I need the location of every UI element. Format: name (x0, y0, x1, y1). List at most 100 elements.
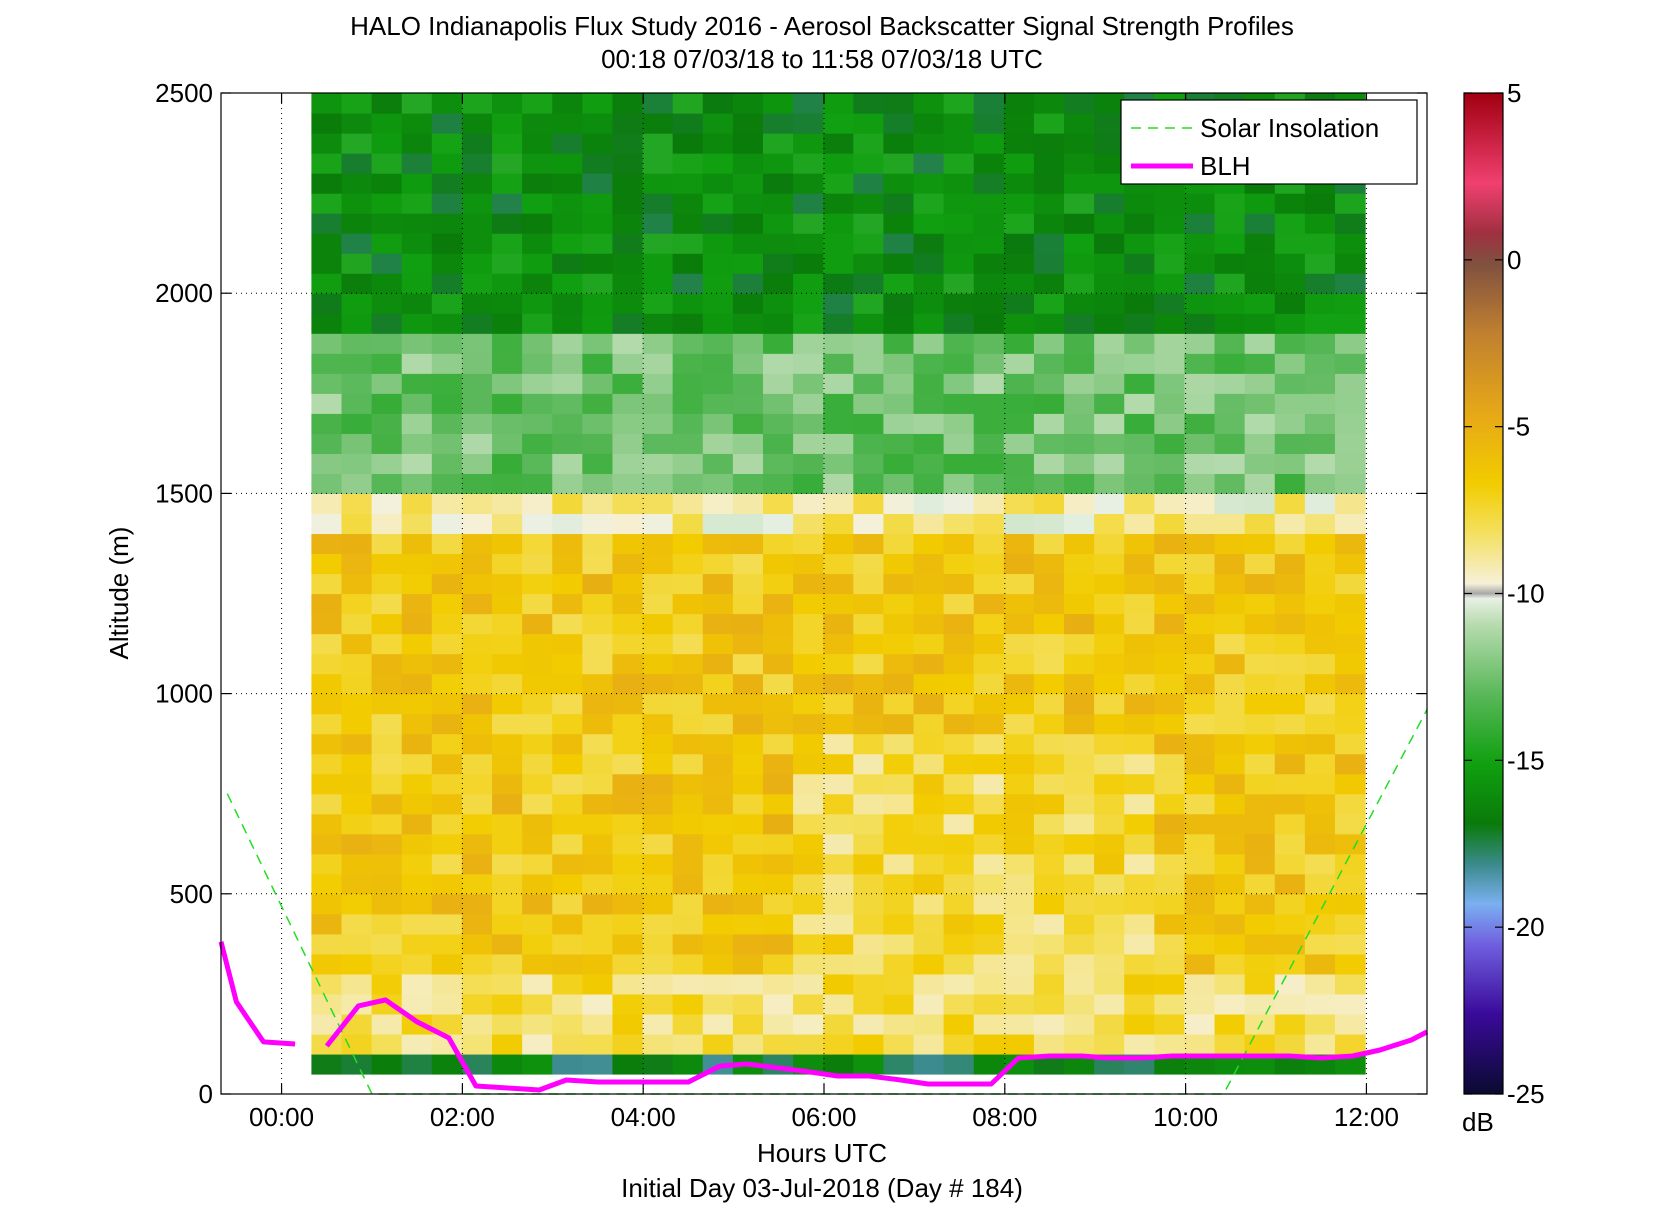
heatmap-cell (943, 1033, 975, 1055)
heatmap-cell (823, 393, 854, 414)
heatmap-cell (401, 973, 433, 995)
heatmap-cell (943, 653, 975, 675)
heatmap-cell (943, 393, 975, 414)
heatmap-cell (823, 553, 854, 575)
heatmap-cell (1214, 553, 1246, 575)
heatmap-cell (492, 673, 523, 695)
heatmap-cell (522, 933, 553, 955)
heatmap-cell (1274, 893, 1306, 915)
heatmap-cell (913, 133, 945, 154)
heatmap-cell (1064, 93, 1095, 114)
heatmap-cell (1214, 193, 1246, 214)
heatmap-cell (431, 493, 463, 515)
heatmap-cell (943, 793, 975, 815)
heatmap-cell (853, 433, 884, 454)
heatmap-cell (913, 693, 945, 715)
heatmap-cell (1124, 453, 1155, 474)
heatmap-cell (732, 693, 764, 715)
heatmap-cell (341, 193, 373, 214)
heatmap-cell (1003, 253, 1035, 274)
heatmap-cell (1244, 493, 1276, 515)
heatmap-cell (431, 933, 463, 955)
heatmap-cell (492, 473, 523, 494)
solar-insolation-line (226, 709, 1428, 1095)
heatmap-cell (552, 93, 583, 114)
heatmap-cell (823, 793, 854, 815)
heatmap-cell (672, 173, 704, 194)
heatmap-cell (522, 793, 553, 815)
heatmap-cell (1003, 653, 1035, 675)
heatmap-cell (1094, 873, 1125, 895)
heatmap-cell (1003, 153, 1035, 174)
heatmap-cell (1184, 813, 1216, 835)
heatmap-cell (762, 773, 794, 795)
heatmap-cell (973, 893, 1005, 915)
heatmap-cell (702, 253, 734, 274)
heatmap-cell (341, 773, 373, 795)
heatmap-cell (1274, 873, 1306, 895)
heatmap-cell (612, 1053, 644, 1075)
heatmap-cell (823, 153, 854, 174)
heatmap-cell (1033, 693, 1065, 715)
x-tick-label: 00:00 (249, 1102, 314, 1132)
heatmap-cell (401, 113, 433, 134)
heatmap-cell (401, 513, 433, 535)
heatmap-cell (582, 893, 614, 915)
heatmap-cell (1154, 513, 1186, 535)
heatmap-cell (883, 573, 915, 595)
heatmap-cell (642, 1013, 674, 1035)
heatmap-cell (1094, 1033, 1125, 1055)
heatmap-cell (492, 793, 523, 815)
heatmap-cell (672, 353, 704, 374)
heatmap-cell (1274, 213, 1306, 234)
heatmap-cell (1124, 293, 1155, 314)
heatmap-cell (853, 913, 884, 935)
heatmap-cell (1184, 293, 1216, 314)
heatmap-cell (1184, 853, 1216, 875)
heatmap-cell (853, 633, 884, 655)
heatmap-cell (642, 673, 674, 695)
heatmap-cell (943, 293, 975, 314)
heatmap-cell (371, 513, 403, 535)
heatmap-cell (1184, 513, 1216, 535)
heatmap-cell (552, 893, 583, 915)
heatmap-cell (401, 893, 433, 915)
colorbar-tick-label: 0 (1507, 245, 1521, 275)
heatmap-cell (341, 293, 373, 314)
heatmap-cell (762, 93, 794, 114)
heatmap-cell (341, 133, 373, 154)
heatmap-cell (672, 1013, 704, 1035)
heatmap-cell (492, 373, 523, 394)
heatmap-cell (1064, 633, 1095, 655)
heatmap-cell (1184, 713, 1216, 735)
heatmap-cell (793, 313, 824, 334)
heatmap-cell (973, 873, 1005, 895)
heatmap-cell (793, 913, 824, 935)
heatmap-cell (582, 513, 614, 535)
heatmap-cell (1274, 513, 1306, 535)
heatmap-cell (1274, 1053, 1306, 1075)
heatmap-cell (492, 993, 523, 1015)
heatmap-cell (1154, 193, 1186, 214)
heatmap-cell (371, 473, 403, 494)
heatmap-cell (642, 373, 674, 394)
heatmap-cell (1304, 453, 1336, 474)
heatmap-cell (943, 113, 975, 134)
heatmap-cell (1064, 1053, 1095, 1075)
heatmap-cell (762, 873, 794, 895)
heatmap-cell (461, 933, 493, 955)
heatmap-cell (883, 433, 915, 454)
heatmap-cell (1003, 673, 1035, 695)
heatmap-cell (943, 273, 975, 294)
heatmap-cell (1003, 233, 1035, 254)
heatmap-cell (461, 693, 493, 715)
heatmap-cell (762, 333, 794, 354)
heatmap-cell (1033, 673, 1065, 695)
heatmap-cell (823, 713, 854, 735)
heatmap-cell (582, 373, 614, 394)
heatmap-cell (702, 1013, 734, 1035)
heatmap-cell (612, 613, 644, 635)
heatmap-cell (793, 213, 824, 234)
heatmap-cell (1003, 453, 1035, 474)
heatmap-cell (341, 413, 373, 434)
